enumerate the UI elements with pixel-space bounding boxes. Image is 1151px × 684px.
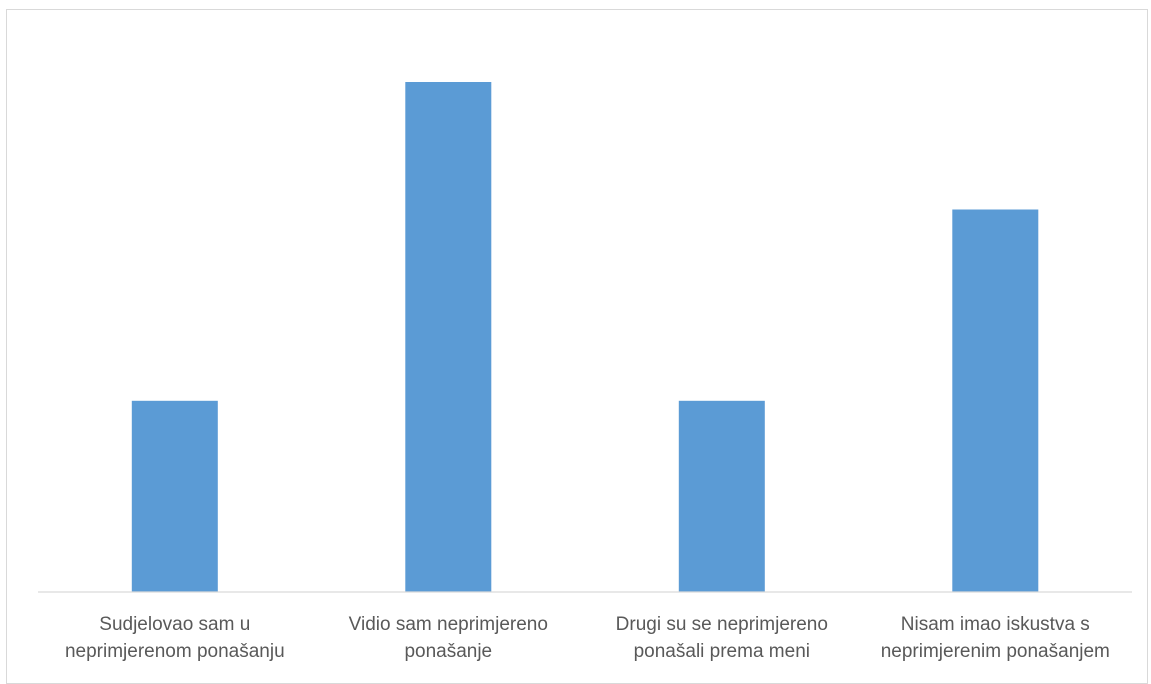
x-tick-label-4-line-2: neprimjerenim ponašanjem [881, 641, 1110, 662]
x-tick-label-4-line-1: Nisam imao iskustva s [901, 614, 1090, 635]
x-tick-label-3-line-2: ponašali prema meni [634, 641, 810, 662]
bars-group [131, 82, 1039, 593]
bar-2 [405, 82, 492, 592]
x-tick-label-3-line-1: Drugi su se neprimjereno [616, 614, 828, 635]
x-tick-label-1-line-1: Sudjelovao sam u [99, 614, 250, 635]
bar-4 [952, 209, 1039, 592]
x-tick-label-2-line-1: Vidio sam neprimjereno [349, 614, 548, 635]
x-tick-labels: Sudjelovao sam u neprimjerenom ponašanju V… [65, 614, 1110, 662]
x-tick-label-1-line-2: neprimjerenom ponašanju [65, 641, 285, 662]
x-tick-label-2-line-2: ponašanje [404, 641, 492, 662]
bar-1 [131, 400, 218, 593]
bar-3 [678, 400, 765, 593]
